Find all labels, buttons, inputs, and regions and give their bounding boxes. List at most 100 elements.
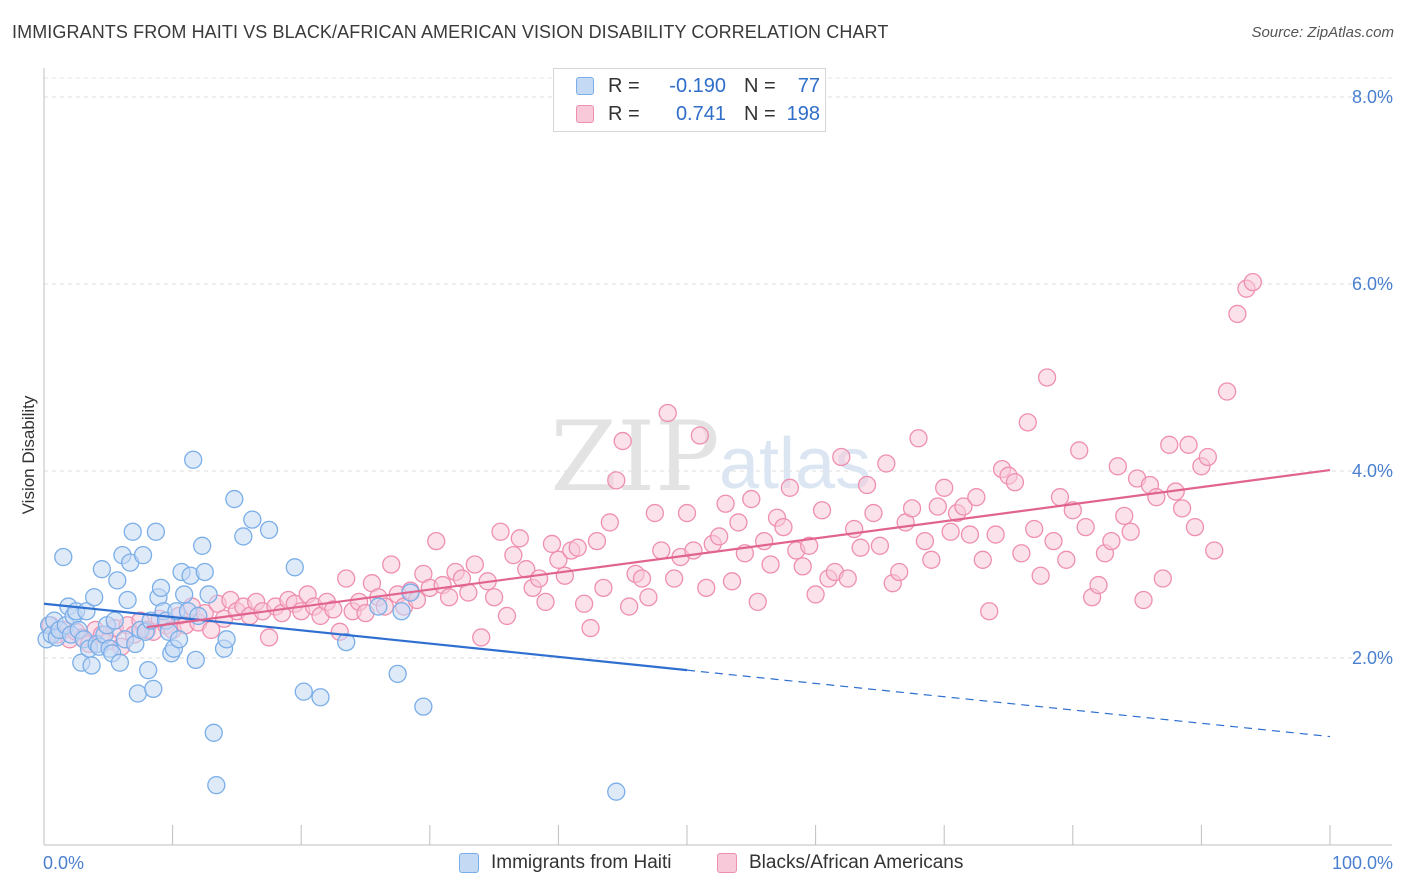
- data-point: [204, 723, 223, 742]
- data-point: [243, 510, 262, 529]
- tick-labels: 2.0% 4.0% 6.0% 8.0% 0.0% 100.0%: [43, 87, 1393, 873]
- data-point: [1243, 272, 1262, 292]
- data-point: [144, 679, 163, 699]
- data-point: [607, 471, 626, 490]
- data-point: [780, 478, 800, 497]
- data-point: [504, 546, 523, 565]
- data-point: [619, 597, 639, 616]
- x-tick-label: 100.0%: [1332, 853, 1393, 873]
- data-point: [1134, 590, 1153, 610]
- data-point: [1160, 435, 1179, 454]
- data-point: [459, 583, 478, 602]
- data-point: [1044, 531, 1063, 551]
- data-point: [175, 585, 194, 604]
- data-point: [285, 558, 304, 577]
- data-point: [742, 489, 761, 509]
- data-point: [1198, 447, 1217, 467]
- data-point: [748, 592, 767, 612]
- y-axis-title: Vision Disability: [19, 395, 38, 514]
- data-point: [922, 550, 941, 569]
- legend-swatch-haiti: [576, 77, 594, 95]
- data-point: [465, 555, 484, 574]
- y-tick-label: 4.0%: [1352, 461, 1393, 481]
- grid-lines: [44, 77, 1392, 659]
- data-point: [697, 578, 716, 598]
- legend-n-value: 77: [797, 74, 820, 97]
- y-tick-label: 6.0%: [1352, 274, 1393, 294]
- data-point: [497, 606, 517, 626]
- data-point: [909, 429, 928, 448]
- data-point: [529, 569, 549, 588]
- data-point: [207, 776, 226, 795]
- data-point: [105, 611, 124, 630]
- data-point: [980, 602, 999, 621]
- data-point: [877, 454, 896, 473]
- data-point: [838, 569, 857, 588]
- data-point: [1050, 488, 1070, 507]
- bottom-legend-black[interactable]: Blacks/African Americans: [717, 852, 963, 874]
- data-point: [549, 550, 568, 569]
- chart-title: IMMIGRANTS FROM HAITI VS BLACK/AFRICAN A…: [12, 22, 889, 42]
- legend-r-value: 0.741: [675, 102, 726, 125]
- data-point: [427, 531, 446, 551]
- data-point: [832, 447, 851, 467]
- source-credit: Source: ZipAtlas.com: [1251, 24, 1394, 41]
- data-point: [1076, 517, 1095, 537]
- legend-r-value: -0.190: [669, 74, 726, 97]
- legend-r-label: R =: [608, 102, 640, 125]
- data-point: [324, 600, 343, 619]
- data-point: [710, 527, 729, 546]
- data-point: [960, 525, 980, 544]
- data-point: [225, 489, 244, 509]
- data-point: [139, 661, 158, 680]
- data-point: [133, 546, 153, 565]
- data-point: [1063, 501, 1082, 520]
- data-point: [337, 632, 356, 652]
- data-point: [1102, 531, 1121, 551]
- trend-line: [43, 602, 688, 672]
- data-point: [1217, 382, 1237, 401]
- data-point: [1172, 499, 1192, 518]
- data-point: [92, 560, 112, 579]
- trend-lines: [43, 468, 1331, 738]
- data-point: [439, 588, 459, 607]
- trend-line-extension: [686, 669, 1331, 738]
- data-point: [186, 650, 205, 670]
- data-point: [973, 550, 992, 569]
- data-point: [986, 525, 1005, 544]
- data-point: [1057, 550, 1076, 569]
- data-point: [82, 656, 101, 675]
- data-point: [1185, 517, 1205, 537]
- data-point: [1228, 304, 1247, 324]
- data-point: [491, 522, 510, 541]
- data-point: [664, 569, 684, 588]
- data-point: [658, 403, 677, 423]
- y-tick-label: 2.0%: [1352, 648, 1393, 668]
- data-point: [1031, 566, 1050, 585]
- data-point: [311, 688, 330, 707]
- bottom-legend-haiti[interactable]: Immigrants from Haiti: [459, 852, 672, 874]
- data-point: [574, 594, 594, 613]
- data-point: [259, 628, 279, 647]
- data-point: [928, 497, 947, 516]
- data-point: [193, 536, 212, 555]
- data-point: [935, 478, 954, 497]
- legend-n-label: N =: [744, 74, 776, 97]
- data-point: [1012, 544, 1031, 563]
- bottom-legend-swatch-haiti: [459, 853, 479, 873]
- data-point: [851, 538, 870, 557]
- bottom-legend: Immigrants from Haiti Blacks/African Ame…: [0, 852, 1406, 878]
- data-point: [806, 585, 825, 604]
- data-point: [1108, 457, 1127, 476]
- legend-swatch-black: [576, 105, 594, 123]
- data-point: [613, 431, 632, 451]
- data-point: [915, 531, 935, 551]
- data-point: [587, 531, 607, 551]
- legend-row-haiti: R = -0.190 N = 77: [554, 72, 820, 100]
- data-point: [1025, 519, 1044, 539]
- data-point: [536, 592, 555, 612]
- data-point: [677, 503, 697, 523]
- data-point: [151, 578, 171, 598]
- data-point: [607, 782, 626, 801]
- data-point: [1179, 435, 1198, 454]
